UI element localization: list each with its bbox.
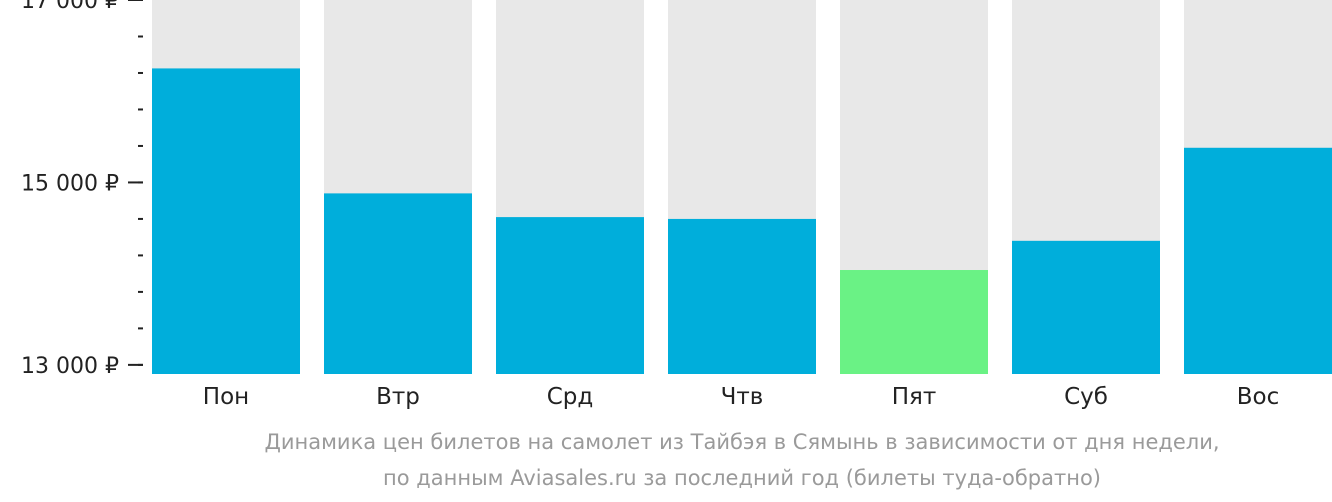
y-tick-label: 13 000 ₽ <box>21 354 119 379</box>
bar-7 <box>1184 147 1332 374</box>
bar-3 <box>496 217 644 374</box>
y-tick-label: 15 000 ₽ <box>21 171 119 196</box>
chart-caption-line-1: Динамика цен билетов на самолет из Тайбэ… <box>264 430 1220 454</box>
bar-4 <box>668 218 816 374</box>
chart-caption-line-2: по данным Aviasales.ru за последний год … <box>383 466 1101 490</box>
x-tick-label: Втр <box>376 384 420 410</box>
bar-1 <box>152 68 300 374</box>
x-tick-label: Чтв <box>721 384 764 410</box>
y-tick-label: 17 000 ₽ <box>21 0 119 14</box>
x-tick-label: Пон <box>203 384 249 410</box>
bar-5 <box>840 270 988 374</box>
x-tick-label: Вос <box>1237 384 1280 410</box>
bar-2 <box>324 193 472 374</box>
x-tick-label: Пят <box>892 384 937 410</box>
x-tick-label: Суб <box>1064 384 1108 410</box>
x-tick-label: Срд <box>547 384 594 410</box>
bar-6 <box>1012 240 1160 374</box>
